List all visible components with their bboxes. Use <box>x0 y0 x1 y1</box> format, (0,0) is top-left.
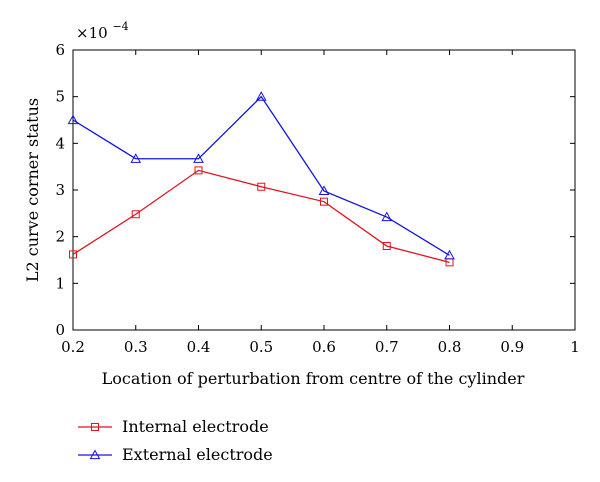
data-point-marker <box>194 166 203 175</box>
legend-marker-swatch <box>89 449 101 460</box>
x-tick-label: 0.8 <box>438 338 462 356</box>
x-tick-label: 0.6 <box>312 338 336 356</box>
legend-item: Internal electrode <box>78 417 269 436</box>
y-axis-multiplier: ×10 −4 <box>76 20 129 42</box>
x-tick-label: 0.2 <box>61 338 85 356</box>
data-point-marker <box>444 249 455 260</box>
x-axis-ticks: 0.2 0.3 0.4 0.5 0.6 0.7 0.8 0.9 1 <box>61 50 580 356</box>
data-point-marker <box>67 114 79 125</box>
data-point-marker <box>130 153 142 163</box>
x-tick-label: 0.4 <box>187 338 211 356</box>
x-tick-label: 0.9 <box>500 338 524 356</box>
legend-label: Internal electrode <box>122 417 269 436</box>
y-multiplier-exponent: −4 <box>112 20 128 33</box>
series-line <box>72 95 450 256</box>
data-point-marker <box>381 211 393 222</box>
y-tick-label: 0 <box>55 321 65 339</box>
y-tick-label: 2 <box>55 228 65 246</box>
y-axis-label: L2 curve corner status <box>23 98 42 282</box>
y-tick-label: 6 <box>55 41 65 59</box>
data-point-marker <box>69 250 77 259</box>
x-axis-label: Location of perturbation from centre of … <box>102 369 525 388</box>
x-tick-label: 1 <box>570 338 580 356</box>
data-point-marker <box>255 91 267 101</box>
data-point-marker <box>382 242 391 250</box>
legend: Internal electrode External electrode <box>78 417 273 464</box>
y-axis-ticks: 0 1 2 3 4 5 6 <box>55 41 575 339</box>
x-tick-label: 0.5 <box>249 338 273 356</box>
legend-item: External electrode <box>78 445 273 464</box>
y-tick-label: 1 <box>55 274 65 292</box>
y-tick-label: 5 <box>55 88 65 106</box>
y-multiplier-base: ×10 <box>76 24 108 42</box>
legend-label: External electrode <box>122 445 273 464</box>
series-external <box>67 91 455 260</box>
series-lines <box>67 91 455 267</box>
y-tick-label: 4 <box>55 134 65 152</box>
data-point-marker <box>320 197 328 206</box>
data-point-marker <box>131 210 140 219</box>
data-point-marker <box>318 185 330 196</box>
series-internal <box>69 166 454 267</box>
x-tick-label: 0.7 <box>375 338 399 356</box>
y-tick-label: 3 <box>55 181 65 199</box>
x-tick-label: 0.3 <box>124 338 148 356</box>
data-point-marker <box>193 153 204 163</box>
legend-marker-swatch <box>91 423 99 431</box>
series-line <box>72 169 450 263</box>
data-point-marker <box>257 182 266 191</box>
